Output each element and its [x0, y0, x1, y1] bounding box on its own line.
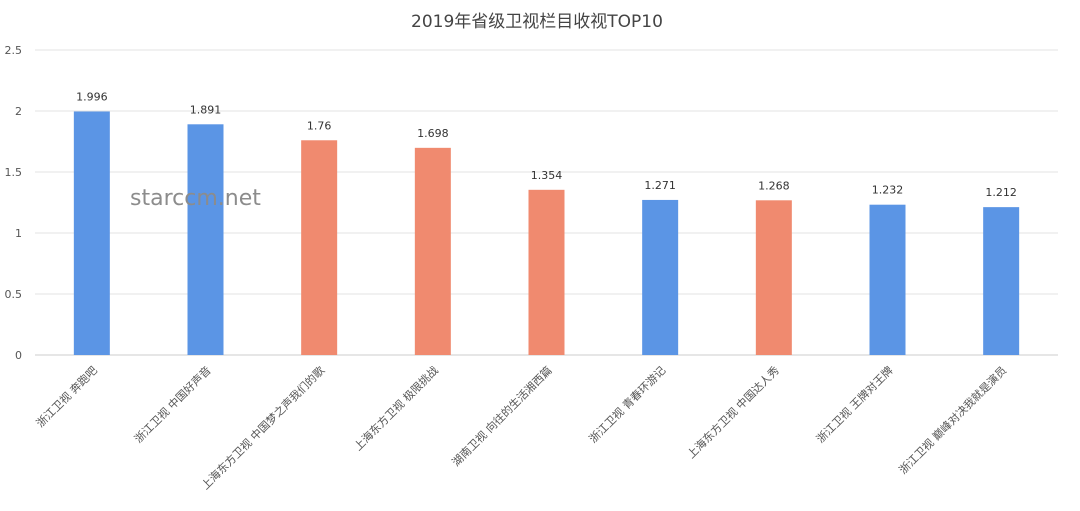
category-label: 上海东方卫视 中国梦之声我们的歌	[198, 363, 327, 492]
data-labels: 1.996 1.891 1.76 1.698 1.354 1.271 1.268 1.232 1…	[76, 90, 1017, 199]
data-label: 1.996	[76, 90, 108, 103]
chart-title: 2019年省级卫视栏目收视TOP10	[411, 12, 663, 32]
y-tick-label: 1.5	[5, 166, 23, 179]
data-label: 1.271	[644, 179, 676, 192]
category-label: 浙江卫视 巅峰对决我就是演员	[896, 363, 1009, 476]
category-label: 浙江卫视 奔跑吧	[33, 363, 100, 430]
bar	[755, 200, 792, 355]
bars	[73, 111, 1020, 355]
category-label: 浙江卫视 王牌对王牌	[813, 363, 895, 445]
category-label: 上海东方卫视 中国达人秀	[684, 363, 782, 461]
y-tick-label: 1	[15, 227, 22, 240]
y-tick-label: 2.5	[5, 44, 23, 57]
data-label: 1.76	[307, 119, 332, 132]
bar	[301, 140, 338, 355]
bar	[528, 189, 565, 355]
bar	[869, 204, 906, 355]
category-label: 上海东方卫视 极限挑战	[351, 363, 441, 453]
data-label: 1.268	[758, 179, 790, 192]
y-axis-ticks: 0 0.5 1 1.5 2 2.5	[5, 44, 23, 362]
bar	[73, 111, 110, 355]
data-label: 1.354	[531, 169, 563, 182]
category-label: 浙江卫视 中国好声音	[131, 363, 213, 445]
bar	[187, 124, 224, 355]
data-label: 1.698	[417, 127, 449, 140]
data-label: 1.232	[872, 184, 904, 197]
y-tick-label: 2	[15, 105, 22, 118]
category-label: 浙江卫视 青春环游记	[586, 363, 668, 445]
data-label: 1.212	[985, 186, 1017, 199]
data-label: 1.891	[190, 103, 222, 116]
bar	[414, 147, 451, 355]
bar	[642, 199, 679, 355]
category-label: 湖南卫视 向往的生活湘西篇	[449, 363, 555, 469]
y-tick-label: 0.5	[5, 288, 23, 301]
watermark-text: starccm.net	[130, 186, 261, 211]
y-tick-label: 0	[15, 349, 22, 362]
bar	[983, 207, 1020, 355]
